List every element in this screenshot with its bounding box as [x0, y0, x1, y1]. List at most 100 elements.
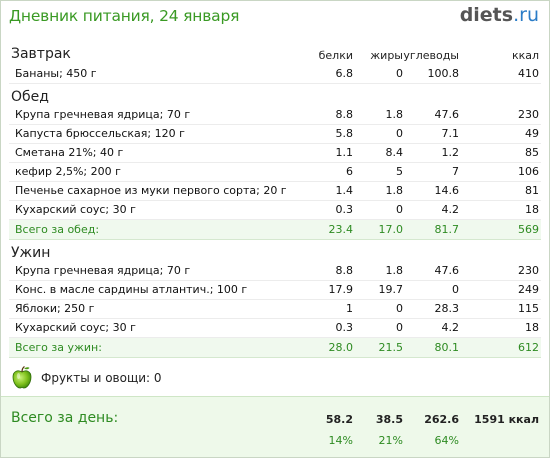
day-carbs-percent: 64%	[434, 434, 459, 447]
kcal-value: 249	[518, 283, 539, 296]
lunch-total-row: Всего за обед: 23.4 17.0 81.7 569	[9, 220, 541, 240]
protein-value: 1	[346, 302, 353, 315]
kcal-value: 81	[525, 184, 539, 197]
food-name: Кухарский соус; 30 г	[15, 203, 136, 216]
protein-value: 5.8	[335, 127, 354, 140]
fat-value: 0	[396, 302, 403, 315]
protein-value: 0.3	[335, 203, 354, 216]
fruits-veg-label: Фрукты и овощи: 0	[41, 371, 162, 385]
kcal-value: 85	[525, 146, 539, 159]
kcal-value: 410	[518, 67, 539, 80]
carbs-value: 28.3	[434, 302, 460, 315]
dinner-total-kcal: 612	[518, 341, 539, 354]
kcal-value: 18	[525, 203, 539, 216]
carbs-value: 47.6	[434, 108, 460, 121]
lunch-total-protein: 23.4	[328, 223, 354, 236]
meals-table: Завтрак белки жиры углеводы ккал Бананы;…	[9, 41, 541, 358]
fat-value: 0	[396, 321, 403, 334]
day-fat-percent: 21%	[378, 434, 403, 447]
lunch-title: Обед	[11, 89, 49, 105]
dinner-total-row: Всего за ужин: 28.0 21.5 80.1 612	[9, 338, 541, 358]
lunch-total-label: Всего за обед:	[15, 223, 100, 236]
dinner-total-label: Всего за ужин:	[15, 341, 102, 354]
lunch-total-carbs: 81.7	[434, 223, 460, 236]
protein-value: 6	[346, 165, 353, 178]
fat-value: 1.8	[385, 108, 404, 121]
table-row: Кухарский соус; 30 г 0.3 0 4.2 18	[9, 319, 541, 338]
table-row: Кухарский соус; 30 г 0.3 0 4.2 18	[9, 201, 541, 220]
table-row: Крупа гречневая ядрица; 70 г 8.8 1.8 47.…	[9, 262, 541, 281]
page-title: Дневник питания, 24 января	[9, 7, 240, 25]
breakfast-header: Завтрак белки жиры углеводы ккал	[9, 41, 541, 65]
lunch-total-fat: 17.0	[378, 223, 404, 236]
apple-icon	[12, 365, 32, 389]
fat-value: 0	[396, 67, 403, 80]
col-kcal-header: ккал	[511, 49, 539, 62]
day-total-carbs: 262.6	[424, 413, 459, 426]
day-total-kcal: 1591 ккал	[474, 413, 539, 426]
protein-value: 8.8	[335, 264, 354, 277]
dinner-total-carbs: 80.1	[434, 341, 460, 354]
col-carbs-header: углеводы	[403, 49, 459, 62]
fat-value: 0	[396, 127, 403, 140]
site-logo[interactable]: diets.ru	[460, 4, 539, 26]
food-name: кефир 2,5%; 200 г	[15, 165, 121, 178]
food-name: Крупа гречневая ядрица; 70 г	[15, 264, 191, 277]
fat-value: 0	[396, 203, 403, 216]
kcal-value: 230	[518, 108, 539, 121]
logo-tld: .ru	[513, 4, 539, 26]
table-row: Крупа гречневая ядрица; 70 г 8.8 1.8 47.…	[9, 106, 541, 125]
lunch-total-kcal: 569	[518, 223, 539, 236]
day-total-fat: 38.5	[375, 413, 403, 426]
carbs-value: 100.8	[427, 67, 460, 80]
day-total-label: Всего за день:	[11, 410, 119, 426]
dinner-header: Ужин	[9, 240, 541, 262]
protein-value: 6.8	[335, 67, 354, 80]
col-fat-header: жиры	[370, 49, 403, 62]
carbs-value: 47.6	[434, 264, 460, 277]
food-name: Капуста брюссельская; 120 г	[15, 127, 185, 140]
table-row: Бананы; 450 г 6.8 0 100.8 410	[9, 65, 541, 84]
food-name: Яблоки; 250 г	[15, 302, 95, 315]
dinner-title: Ужин	[11, 245, 51, 261]
day-total-panel: Всего за день: 58.2 38.5 262.6 1591 ккал…	[1, 396, 549, 457]
fat-value: 1.8	[385, 264, 404, 277]
protein-value: 8.8	[335, 108, 354, 121]
table-row: кефир 2,5%; 200 г 6 5 7 106	[9, 163, 541, 182]
table-row: Печенье сахарное из муки первого сорта; …	[9, 182, 541, 201]
table-row: Сметана 21%; 40 г 1.1 8.4 1.2 85	[9, 144, 541, 163]
fat-value: 1.8	[385, 184, 404, 197]
food-name: Кухарский соус; 30 г	[15, 321, 136, 334]
protein-value: 1.4	[335, 184, 354, 197]
protein-value: 0.3	[335, 321, 354, 334]
dinner-total-protein: 28.0	[328, 341, 354, 354]
carbs-value: 7.1	[441, 127, 460, 140]
fat-value: 8.4	[385, 146, 404, 159]
food-name: Сметана 21%; 40 г	[15, 146, 124, 159]
carbs-value: 4.2	[441, 203, 460, 216]
carbs-value: 14.6	[434, 184, 460, 197]
logo-main: diets	[459, 4, 514, 26]
header: Дневник питания, 24 января diets.ru	[1, 1, 549, 37]
carbs-value: 7	[452, 165, 459, 178]
food-name: Конс. в масле сардины атлантич.; 100 г	[15, 283, 248, 296]
carbs-value: 1.2	[441, 146, 460, 159]
food-name: Бананы; 450 г	[15, 67, 97, 80]
carbs-value: 0	[452, 283, 459, 296]
day-total-protein: 58.2	[325, 413, 353, 426]
food-name: Печенье сахарное из муки первого сорта; …	[15, 184, 287, 197]
table-row: Капуста брюссельская; 120 г 5.8 0 7.1 49	[9, 125, 541, 144]
food-name: Крупа гречневая ядрица; 70 г	[15, 108, 191, 121]
lunch-header: Обед	[9, 84, 541, 106]
day-protein-percent: 14%	[328, 434, 353, 447]
carbs-value: 4.2	[441, 321, 460, 334]
fat-value: 5	[396, 165, 403, 178]
protein-value: 17.9	[328, 283, 354, 296]
fat-value: 19.7	[378, 283, 404, 296]
protein-value: 1.1	[335, 146, 354, 159]
kcal-value: 49	[525, 127, 539, 140]
breakfast-title: Завтрак	[11, 46, 71, 62]
table-row: Конс. в масле сардины атлантич.; 100 г 1…	[9, 281, 541, 300]
kcal-value: 18	[525, 321, 539, 334]
